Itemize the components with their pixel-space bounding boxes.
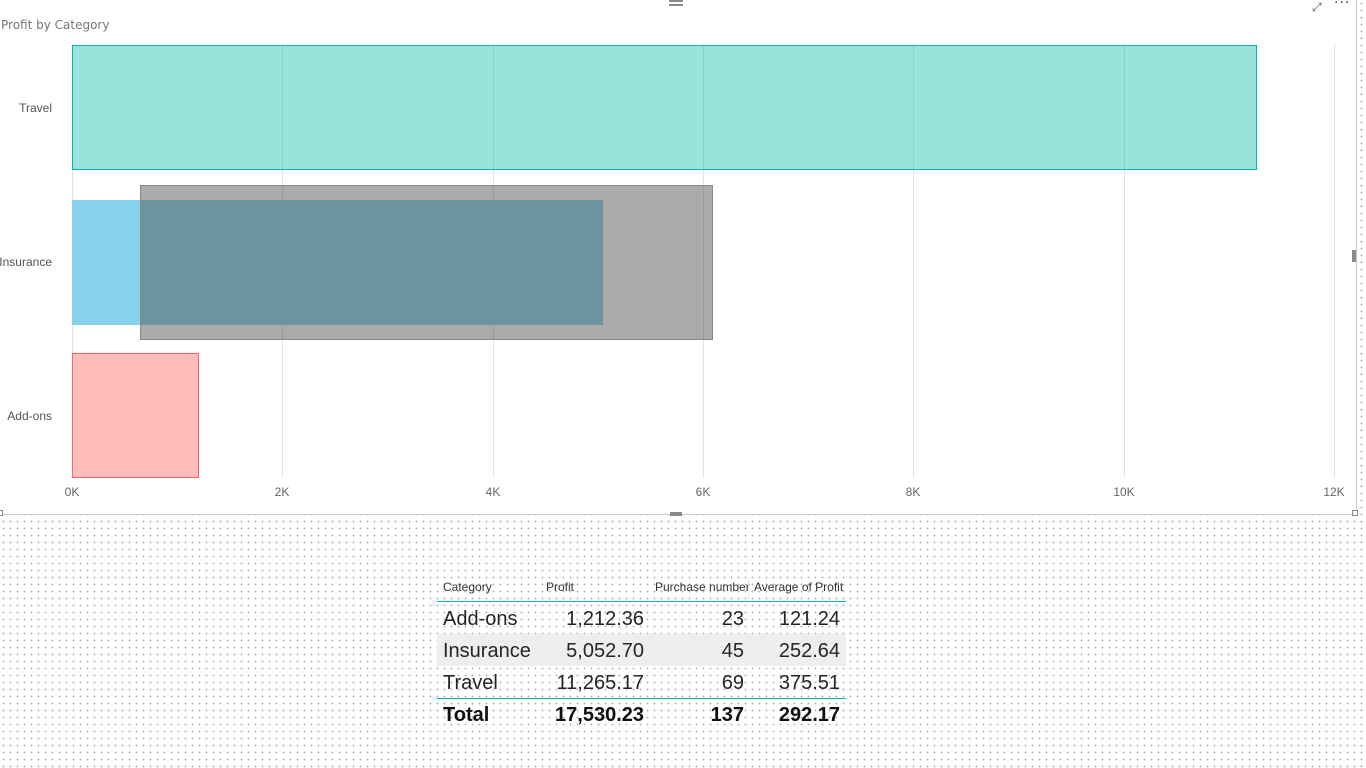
resize-handle-bottom-left[interactable]	[0, 510, 3, 516]
y-category-label: Travel	[19, 100, 52, 115]
cell-category: Insurance	[443, 640, 531, 662]
column-divider	[748, 578, 749, 600]
y-category-label: Insurance	[0, 254, 52, 269]
cell-profit: 11,265.17	[556, 672, 645, 694]
x-gridline	[1334, 44, 1335, 478]
table-row[interactable]: Travel 11,265.17 69 375.51	[437, 666, 846, 698]
bar-travel[interactable]	[72, 45, 1257, 170]
bar-add-ons[interactable]	[72, 353, 199, 478]
cell-average-profit: 121.24	[778, 608, 840, 630]
bar-chart-visual[interactable]: Profit by Category ⤢ ··· 0K 2K 4K 6K 8K 10K 12…	[0, 0, 1358, 516]
cell-purchase-number: 23	[721, 608, 744, 630]
total-profit: 17,530.23	[555, 704, 644, 726]
overlay-highlight-rect	[140, 185, 713, 340]
x-tick-label: 8K	[905, 485, 921, 499]
cell-profit: 5,052.70	[566, 640, 644, 662]
table-total-row: Total 17,530.23 137 292.17	[437, 698, 846, 729]
column-header-category[interactable]: Category	[443, 580, 492, 594]
x-gridline	[1124, 44, 1125, 478]
resize-handle-bottom[interactable]	[670, 512, 682, 516]
move-handle[interactable]	[669, 0, 683, 6]
x-gridline	[913, 44, 914, 478]
x-tick-label: 10K	[1113, 485, 1135, 499]
column-header-profit[interactable]: Profit	[546, 580, 575, 594]
x-tick-label: 6K	[695, 485, 711, 499]
x-tick-label: 4K	[485, 485, 501, 499]
table-row[interactable]: Insurance 5,052.70 45 252.64	[437, 634, 846, 666]
cell-category: Travel	[443, 672, 498, 694]
focus-mode-icon[interactable]: ⤢	[1312, 0, 1322, 14]
resize-handle-right[interactable]	[1352, 250, 1356, 262]
table-header: Category Profit Purchase number Average …	[437, 574, 846, 602]
y-category-label: Add-ons	[7, 408, 52, 423]
visual-title: Profit by Category	[1, 18, 110, 32]
resize-handle-bottom-right[interactable]	[1352, 510, 1358, 516]
total-average-profit: 292.17	[778, 704, 840, 726]
bar-insurance[interactable]	[72, 200, 603, 325]
x-tick-label: 0K	[64, 485, 80, 499]
total-label: Total	[443, 704, 490, 726]
x-tick-label: 12K	[1323, 485, 1345, 499]
cell-profit: 1,212.36	[566, 608, 644, 630]
cell-purchase-number: 45	[721, 640, 744, 662]
cell-purchase-number: 69	[721, 672, 744, 694]
cell-category: Add-ons	[443, 608, 518, 630]
more-options-icon[interactable]: ···	[1334, 0, 1351, 11]
total-purchase-number: 137	[710, 704, 744, 726]
cell-average-profit: 252.64	[778, 640, 840, 662]
column-header-purchase-number[interactable]: Purchase number	[655, 580, 750, 594]
cell-average-profit: 375.51	[778, 672, 840, 694]
x-tick-label: 2K	[274, 485, 290, 499]
table-row[interactable]: Add-ons 1,212.36 23 121.24	[437, 602, 846, 634]
data-table: Category Profit Purchase number Average …	[437, 574, 846, 729]
x-gridline	[703, 44, 704, 478]
column-header-average-profit[interactable]: Average of Profit	[754, 580, 844, 594]
